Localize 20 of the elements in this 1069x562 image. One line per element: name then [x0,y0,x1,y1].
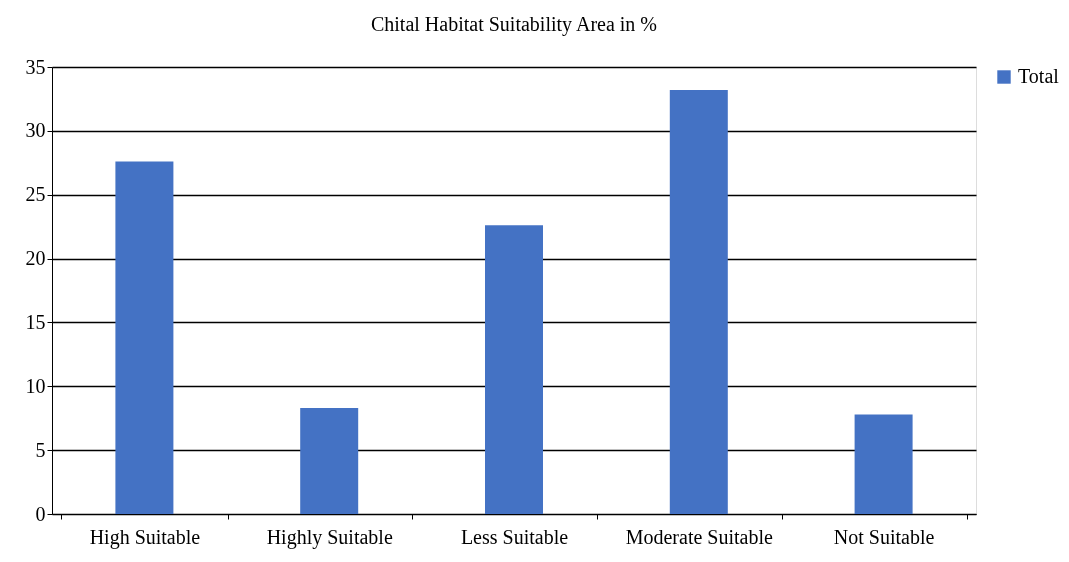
x-tick-label: Not Suitable [833,525,935,548]
y-tick-label: 0 [35,502,46,525]
x-tick-label: High Suitable [89,525,201,549]
y-tick-label: 10 [25,374,46,397]
x-tick-label: Moderate Suitable [625,525,774,548]
x-tick-label: Less Suitable [460,525,569,548]
x-tick-label: Highly Suitable [266,525,393,549]
y-tick-label: 5 [35,438,46,461]
bar [854,414,913,514]
legend-label: Total [1018,65,1060,87]
bar [115,161,174,514]
y-tick-label: 30 [25,119,46,142]
bar [669,89,728,514]
y-tick-label: 35 [25,55,46,78]
bar [300,408,359,514]
chart-title: Chital Habitat Suitability Area in % [370,13,658,36]
y-tick-label: 25 [25,183,46,206]
y-tick-label: 20 [25,247,46,270]
y-tick-label: 15 [25,310,46,333]
bar [485,225,543,514]
